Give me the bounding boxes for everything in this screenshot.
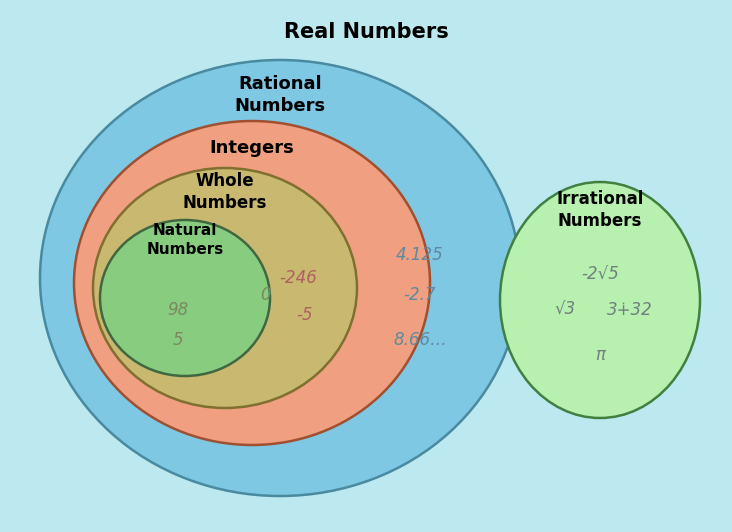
Text: π: π bbox=[595, 346, 605, 364]
Text: 5: 5 bbox=[173, 331, 183, 349]
Text: -246: -246 bbox=[279, 269, 317, 287]
Text: 98: 98 bbox=[168, 301, 189, 319]
Ellipse shape bbox=[74, 121, 430, 445]
Text: 3∔32: 3∔32 bbox=[607, 301, 653, 319]
Ellipse shape bbox=[93, 168, 357, 408]
Text: Rational
Numbers: Rational Numbers bbox=[234, 75, 326, 115]
Text: 8.66…: 8.66… bbox=[393, 331, 447, 349]
Text: Real Numbers: Real Numbers bbox=[283, 22, 449, 42]
Text: 0: 0 bbox=[260, 286, 270, 304]
Text: Whole
Numbers: Whole Numbers bbox=[183, 172, 267, 212]
Text: Natural
Numbers: Natural Numbers bbox=[146, 223, 223, 257]
Text: Integers: Integers bbox=[209, 139, 294, 157]
Text: 4.125: 4.125 bbox=[396, 246, 444, 264]
Ellipse shape bbox=[500, 182, 700, 418]
Ellipse shape bbox=[40, 60, 520, 496]
Ellipse shape bbox=[100, 220, 270, 376]
Text: -5: -5 bbox=[296, 306, 313, 324]
Text: -2√5: -2√5 bbox=[581, 266, 619, 284]
Text: Irrational
Numbers: Irrational Numbers bbox=[556, 190, 643, 230]
Text: √3: √3 bbox=[554, 301, 575, 319]
Text: -2.7: -2.7 bbox=[404, 286, 436, 304]
